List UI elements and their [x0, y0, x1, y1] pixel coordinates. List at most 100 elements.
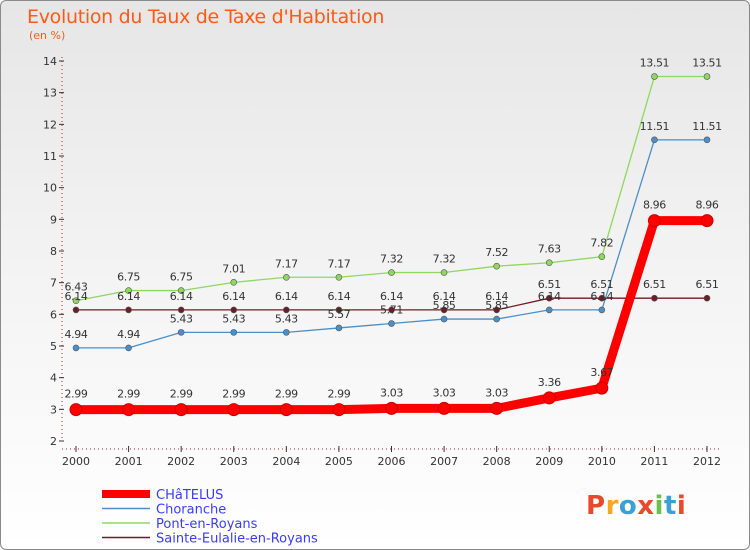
data-label: 6.14 [590, 290, 613, 303]
data-label: 3.03 [485, 386, 508, 399]
x-tick-label: 2003 [220, 455, 248, 468]
data-point [385, 401, 398, 415]
data-label: 6.75 [170, 271, 193, 284]
data-label: 6.51 [696, 278, 719, 291]
y-tick-label: 7 [50, 277, 57, 290]
data-label: 4.94 [117, 328, 140, 341]
data-label: 2.99 [170, 388, 193, 401]
data-label: 6.14 [275, 290, 298, 303]
data-point [493, 262, 500, 270]
x-tick-label: 2006 [378, 455, 406, 468]
data-point [335, 324, 343, 332]
data-label: 2.99 [65, 388, 88, 401]
data-label: 7.52 [485, 246, 508, 259]
data-point [72, 344, 80, 352]
data-label: 5.43 [222, 312, 245, 325]
data-point [125, 344, 132, 352]
data-point [335, 273, 343, 281]
data-label: 5.85 [485, 299, 508, 312]
data-point [651, 294, 658, 302]
data-point [700, 214, 714, 228]
x-tick-label: 2002 [167, 455, 195, 468]
data-point [440, 315, 448, 323]
data-point [227, 403, 241, 417]
y-tick-label: 12 [43, 118, 57, 131]
data-label: 7.63 [538, 243, 561, 256]
data-label: 6.75 [117, 271, 140, 284]
data-label: 13.51 [692, 57, 722, 70]
data-point [388, 320, 395, 327]
legend-label: CHâTELUS [156, 488, 223, 503]
data-point [647, 214, 661, 228]
data-point [388, 306, 395, 314]
proxiti-logo: Proxiti [586, 491, 686, 521]
x-tick-label: 2005 [325, 455, 353, 468]
data-label: 6.14 [222, 290, 245, 303]
x-tick-label: 2001 [115, 455, 143, 468]
y-tick-label: 14 [43, 55, 57, 68]
chart-axes: 2 3 4 5 6 7 8 9 10 11 12 13 14 2000 2001 2002 2003 2004 20… [43, 55, 721, 468]
data-label: 6.43 [65, 281, 88, 294]
data-label: 6.51 [538, 278, 561, 291]
data-point [542, 391, 556, 405]
data-point [230, 306, 238, 314]
logo-letter: x [637, 491, 655, 521]
x-tick-label: 2010 [588, 455, 616, 468]
y-tick-label: 3 [50, 403, 57, 416]
chart-legend: CHâTELUSChoranchePont-en-RoyansSainte-Eu… [102, 488, 318, 547]
data-point [651, 73, 658, 80]
data-label: 8.96 [696, 199, 719, 212]
data-point [651, 136, 658, 144]
data-label: 6.51 [590, 278, 613, 291]
data-point [545, 294, 553, 302]
logo-letter: o [618, 491, 638, 521]
data-label: 5.57 [327, 308, 350, 321]
x-tick-label: 2004 [272, 455, 300, 468]
data-label: 5.71 [380, 304, 403, 317]
data-label: 5.85 [433, 299, 456, 312]
data-point [595, 381, 609, 395]
y-tick-label: 2 [50, 435, 57, 448]
data-point [388, 269, 395, 276]
data-point [69, 403, 83, 417]
data-label: 6.51 [643, 278, 666, 291]
y-tick-label: 8 [50, 245, 57, 258]
chart-unit-label: (en %) [29, 29, 66, 42]
data-labels-layer: 4.94 4.945.43 5.43 5.43 5.57 5.71 5.85 5.856.14… [65, 57, 723, 401]
legend-label: Pont-en-Royans [156, 517, 258, 532]
y-tick-label: 6 [50, 308, 57, 321]
series-line [75, 75, 708, 302]
logo-letter: t [663, 491, 677, 521]
data-label: 7.01 [222, 262, 245, 275]
data-label: 3.36 [538, 376, 561, 389]
data-point [283, 329, 290, 336]
y-tick-label: 13 [43, 87, 57, 100]
chart-title: Evolution du Taux de Taxe d'Habitation [27, 6, 385, 28]
data-label: 6.14 [170, 290, 193, 303]
data-point [437, 401, 451, 415]
logo-letter: P [586, 491, 606, 521]
y-tick-label: 5 [50, 340, 57, 353]
x-tick-label: 2009 [535, 455, 563, 468]
data-label: 6.14 [380, 290, 403, 303]
data-point [598, 294, 606, 302]
data-label: 7.17 [327, 257, 350, 270]
data-point [703, 136, 711, 144]
series-layer [69, 73, 714, 417]
data-point [703, 294, 711, 302]
x-tick-label: 2012 [693, 455, 721, 468]
x-tick-label: 2000 [62, 455, 90, 468]
data-point [177, 287, 185, 294]
data-point [493, 315, 500, 323]
logo-letter: r [605, 491, 619, 521]
data-label: 2.99 [275, 388, 298, 401]
data-point [440, 306, 448, 314]
x-tick-label: 2008 [483, 455, 511, 468]
y-tick-label: 11 [43, 150, 57, 163]
data-point [493, 306, 500, 314]
data-point [177, 306, 185, 314]
data-label: 3.03 [433, 386, 456, 399]
data-label: 5.43 [275, 312, 298, 325]
data-label: 6.14 [327, 290, 350, 303]
